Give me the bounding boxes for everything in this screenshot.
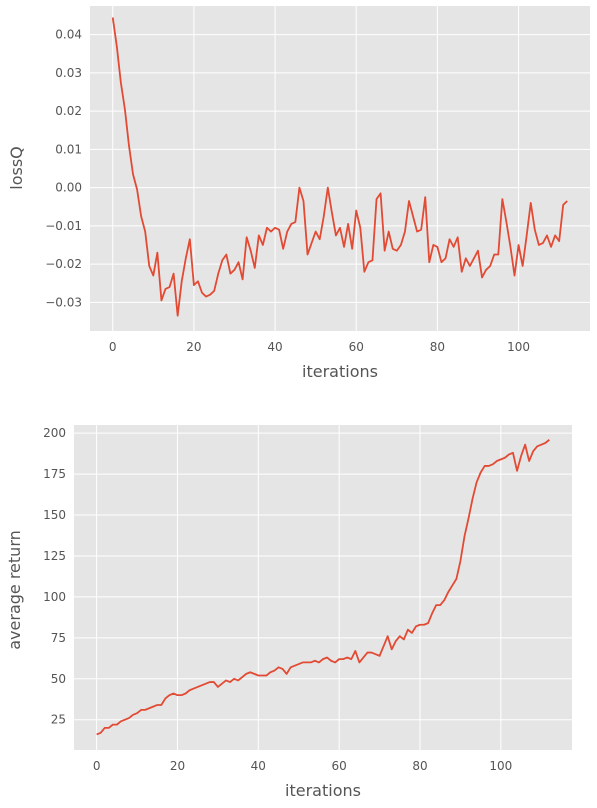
- return-x-tick-label: 40: [251, 759, 266, 773]
- return-y-tick-label: 175: [43, 467, 66, 481]
- loss-chart: 0 20 40 60 80 100 −0.03 −0.02 −0.01 0.00 0.01 0.02 0…: [7, 6, 590, 381]
- loss-y-tick-label: 0.02: [55, 104, 82, 118]
- return-chart-ticks: 0 20 40 60 80 100 25 50 75 100 125 150 175 200: [43, 426, 512, 773]
- loss-x-tick-label: 60: [349, 340, 364, 354]
- return-x-tick-label: 100: [489, 759, 512, 773]
- return-x-tick-label: 20: [170, 759, 185, 773]
- loss-y-tick-label: −0.02: [45, 257, 82, 271]
- loss-y-tick-label: −0.03: [45, 295, 82, 309]
- return-y-tick-label: 100: [43, 590, 66, 604]
- loss-series-line: [111, 17, 568, 317]
- loss-chart-ticks: 0 20 40 60 80 100 −0.03 −0.02 −0.01 0.00 0.01 0.02 0…: [45, 28, 530, 354]
- loss-x-tick-label: 20: [186, 340, 201, 354]
- return-series-line: [96, 439, 550, 736]
- loss-chart-grid: [90, 6, 590, 331]
- return-chart-x-axis-label: iterations: [285, 781, 361, 800]
- loss-y-tick-label: 0.00: [55, 181, 82, 195]
- return-chart-grid: [74, 425, 572, 750]
- loss-x-tick-label: 0: [109, 340, 117, 354]
- return-y-tick-label: 50: [51, 672, 66, 686]
- return-chart-y-axis-label: average return: [5, 530, 24, 650]
- return-chart: 0 20 40 60 80 100 25 50 75 100 125 150 175 200 iterat…: [5, 425, 572, 800]
- return-y-tick-label: 150: [43, 508, 66, 522]
- loss-x-tick-label: 100: [507, 340, 530, 354]
- return-x-tick-label: 0: [93, 759, 101, 773]
- return-y-tick-label: 200: [43, 426, 66, 440]
- loss-x-tick-label: 40: [267, 340, 282, 354]
- loss-chart-x-axis-label: iterations: [302, 362, 378, 381]
- loss-chart-y-axis-label: lossQ: [7, 146, 26, 190]
- return-x-tick-label: 80: [412, 759, 427, 773]
- loss-y-tick-label: 0.03: [55, 66, 82, 80]
- return-chart-plot-area: [74, 425, 572, 750]
- loss-y-tick-label: −0.01: [45, 219, 82, 233]
- return-y-tick-label: 25: [51, 713, 66, 727]
- return-y-tick-label: 75: [51, 631, 66, 645]
- loss-x-tick-label: 80: [430, 340, 445, 354]
- return-x-tick-label: 60: [332, 759, 347, 773]
- loss-y-tick-label: 0.04: [55, 28, 82, 42]
- return-y-tick-label: 125: [43, 549, 66, 563]
- loss-y-tick-label: 0.01: [55, 142, 82, 156]
- loss-chart-plot-area: [90, 6, 590, 331]
